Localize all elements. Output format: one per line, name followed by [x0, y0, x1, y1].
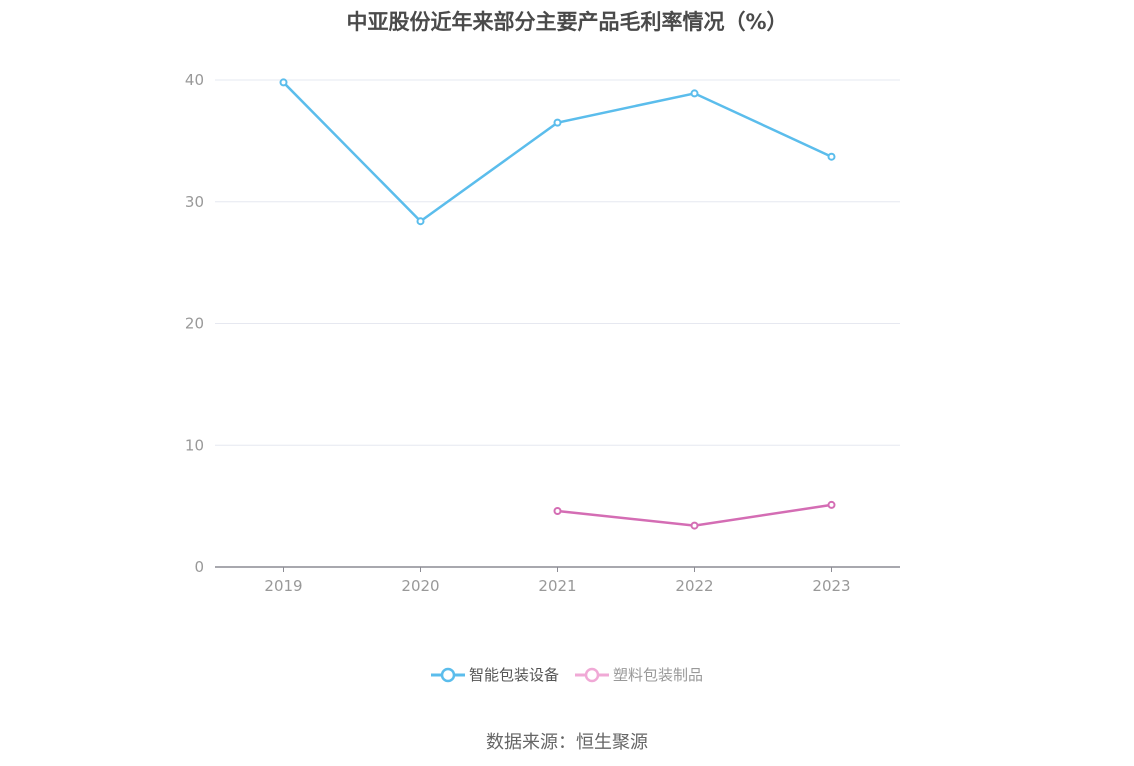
chart-title: 中亚股份近年来部分主要产品毛利率情况（%） — [346, 10, 788, 34]
legend-item-plastic-packaging-products[interactable]: 塑料包装制品 — [575, 664, 703, 685]
axes: 0 10 20 30 40 2019 2020 2021 2022 2023 — [185, 71, 900, 595]
legend: 智能包装设备 塑料包装制品 — [0, 664, 1134, 685]
y-tick-label: 10 — [185, 436, 204, 454]
x-tick-label: 2023 — [812, 577, 850, 595]
x-tick-label: 2019 — [264, 577, 302, 595]
x-tick-label: 2020 — [401, 577, 439, 595]
data-point[interactable] — [827, 152, 836, 161]
source-note: 数据来源：恒生聚源 — [486, 732, 648, 753]
series-line-0 — [282, 81, 833, 223]
gridlines — [215, 79, 900, 446]
x-tick-label: 2021 — [538, 577, 576, 595]
data-point[interactable] — [553, 118, 562, 127]
legend-marker-icon — [430, 667, 465, 682]
data-point[interactable] — [827, 500, 836, 509]
y-tick-label: 0 — [194, 558, 204, 576]
data-point[interactable] — [416, 217, 425, 226]
data-point[interactable] — [690, 521, 699, 530]
data-point[interactable] — [690, 89, 699, 98]
legend-label: 塑料包装制品 — [613, 666, 704, 684]
data-point[interactable] — [279, 78, 288, 87]
y-tick-label: 40 — [185, 71, 204, 89]
legend-item-smart-packaging-equipment[interactable]: 智能包装设备 — [430, 664, 559, 685]
y-tick-label: 30 — [185, 193, 204, 211]
data-point[interactable] — [553, 506, 562, 515]
legend-label: 智能包装设备 — [468, 666, 559, 684]
series-lines — [279, 78, 836, 530]
legend-marker-icon — [575, 667, 609, 682]
x-tick-label: 2022 — [675, 577, 713, 595]
y-tick-label: 20 — [185, 315, 204, 333]
